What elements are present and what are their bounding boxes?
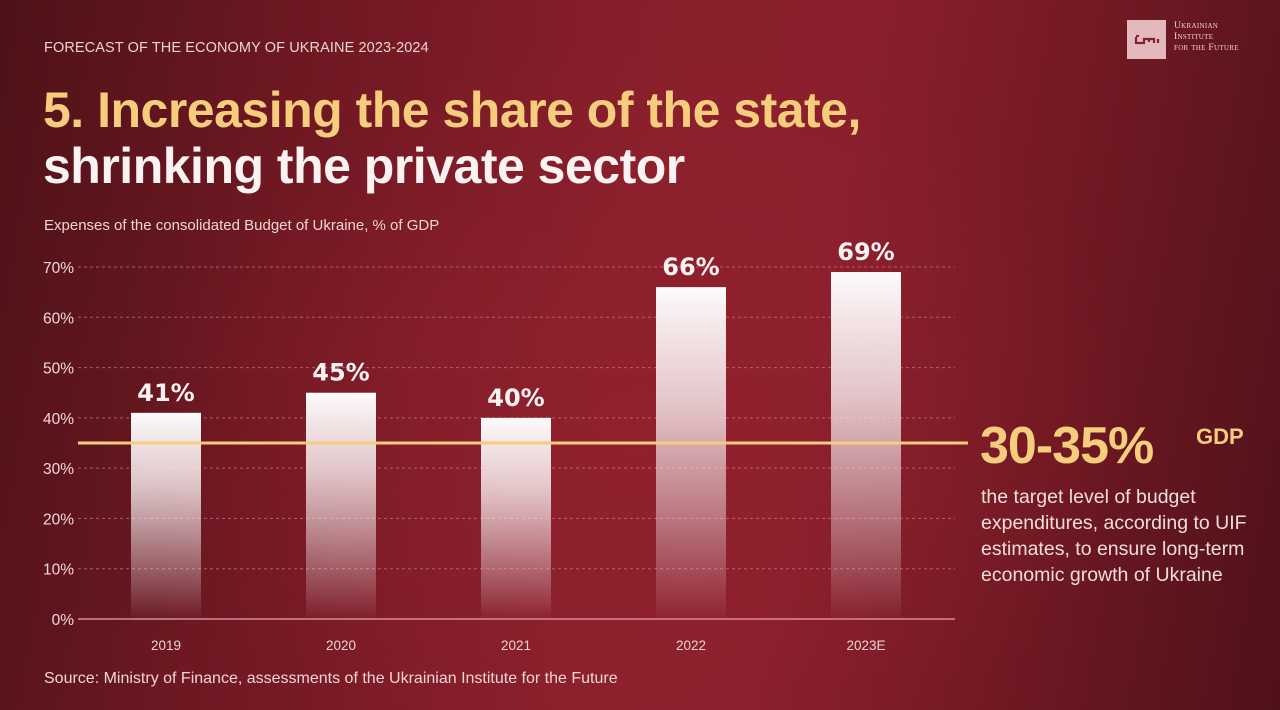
x-tick-label: 2019: [151, 638, 181, 653]
title-line-1: 5. Increasing the share of the state,: [43, 82, 861, 138]
target-unit: GDP: [1196, 424, 1244, 449]
logo-line-2: Institute: [1174, 32, 1214, 42]
source-note: Source: Ministry of Finance, assessments…: [44, 670, 618, 687]
value-label: 45%: [312, 359, 369, 387]
y-tick-label: 50%: [43, 361, 74, 378]
bar-2021: [481, 417, 551, 618]
target-value: 30-35%: [980, 417, 1154, 475]
logo-line-1: Ukrainian: [1174, 21, 1219, 31]
y-tick-label: 20%: [43, 511, 74, 528]
uif-key-icon: [1127, 20, 1166, 59]
x-tick-label: 2020: [326, 638, 356, 653]
y-tick-label: 30%: [43, 461, 74, 478]
x-axis-ticks: 2019 2020 2021 2022 2023E: [151, 638, 886, 653]
y-tick-label: 0%: [52, 612, 75, 629]
uif-logo: Ukrainian Institute for the Future: [1127, 20, 1239, 59]
report-kicker: FORECAST OF THE ECONOMY OF UKRAINE 2023-…: [44, 40, 429, 56]
target-description: the target level of budget expenditures,…: [981, 486, 1247, 586]
value-labels: 41% 45% 40% 66% 69%: [137, 238, 894, 412]
bar-2023E: [831, 272, 901, 618]
value-label: 40%: [487, 384, 544, 412]
y-tick-label: 10%: [43, 562, 74, 579]
value-label: 41%: [137, 379, 194, 407]
title-line-2: shrinking the private sector: [43, 138, 685, 194]
y-tick-label: 40%: [43, 411, 74, 428]
bar-2022: [656, 287, 726, 618]
logo-line-3: for the Future: [1174, 43, 1239, 53]
x-tick-label: 2022: [676, 638, 706, 653]
bar-2019: [131, 412, 201, 618]
y-tick-label: 70%: [43, 260, 74, 277]
y-tick-label: 60%: [43, 310, 74, 327]
page-title: 5. Increasing the share of the state, sh…: [43, 82, 861, 194]
chart-title: Expenses of the consolidated Budget of U…: [44, 217, 440, 234]
value-label: 66%: [662, 253, 719, 281]
bars: [131, 272, 901, 618]
value-label: 69%: [837, 238, 894, 266]
x-tick-label: 2023E: [846, 638, 885, 653]
x-tick-label: 2021: [501, 638, 531, 653]
logo-text: Ukrainian Institute for the Future: [1174, 21, 1239, 54]
bar-2020: [306, 392, 376, 618]
y-axis-ticks: 0% 10% 20% 30% 40% 50% 60% 70%: [43, 260, 74, 629]
